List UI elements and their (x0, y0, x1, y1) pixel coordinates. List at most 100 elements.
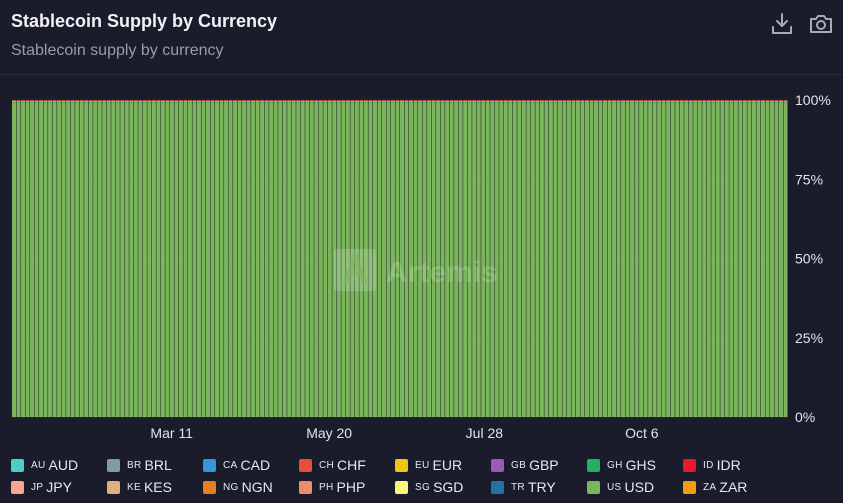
bar-stack[interactable] (575, 100, 580, 418)
bar-stack[interactable] (25, 100, 30, 418)
bar-segment-eur[interactable] (512, 100, 517, 102)
bar-segment-eur[interactable] (724, 100, 729, 102)
bar-segment-eur[interactable] (783, 100, 788, 102)
bar-segment-eur[interactable] (192, 100, 197, 102)
bar-stack[interactable] (129, 100, 134, 418)
bar-segment-eur[interactable] (30, 100, 35, 102)
bar-segment-eur[interactable] (553, 100, 558, 102)
bar-segment-usd[interactable] (75, 102, 80, 418)
bar-segment-eur[interactable] (463, 100, 468, 102)
bar-segment-usd[interactable] (178, 102, 183, 418)
bar-segment-usd[interactable] (409, 102, 414, 418)
bar-stack[interactable] (458, 100, 463, 418)
legend-item-try[interactable]: TR TRY (490, 476, 576, 498)
bar-segment-eur[interactable] (431, 100, 436, 102)
bar-segment-usd[interactable] (449, 102, 454, 418)
bar-segment-eur[interactable] (341, 100, 346, 102)
bar-segment-usd[interactable] (557, 102, 562, 418)
bar-segment-eur[interactable] (233, 100, 238, 102)
bar-segment-eur[interactable] (751, 100, 756, 102)
bar-segment-usd[interactable] (458, 102, 463, 418)
bar-segment-eur[interactable] (318, 100, 323, 102)
bar-segment-usd[interactable] (742, 102, 747, 418)
bar-segment-usd[interactable] (598, 102, 603, 418)
bar-stack[interactable] (729, 100, 734, 418)
bar-segment-eur[interactable] (174, 100, 179, 102)
bar-segment-usd[interactable] (684, 102, 689, 418)
bar-segment-eur[interactable] (368, 100, 373, 102)
bar-segment-usd[interactable] (436, 102, 441, 418)
bar-segment-usd[interactable] (368, 102, 373, 418)
bar-segment-eur[interactable] (210, 100, 215, 102)
download-icon[interactable] (769, 11, 795, 37)
bar-segment-eur[interactable] (291, 100, 296, 102)
bar-segment-eur[interactable] (675, 100, 680, 102)
bar-stack[interactable] (747, 100, 752, 418)
bar-segment-eur[interactable] (413, 100, 418, 102)
bar-stack[interactable] (215, 100, 220, 418)
bar-stack[interactable] (607, 100, 612, 418)
bar-stack[interactable] (323, 100, 328, 418)
bar-stack[interactable] (566, 100, 571, 418)
bar-segment-usd[interactable] (711, 102, 716, 418)
bar-stack[interactable] (413, 100, 418, 418)
bar-segment-usd[interactable] (210, 102, 215, 418)
bar-stack[interactable] (57, 100, 62, 418)
bar-stack[interactable] (571, 100, 576, 418)
bar-segment-usd[interactable] (661, 102, 666, 418)
bar-segment-usd[interactable] (562, 102, 567, 418)
legend-item-ngn[interactable]: NG NGN (202, 476, 288, 498)
bar-segment-eur[interactable] (255, 100, 260, 102)
bar-segment-eur[interactable] (571, 100, 576, 102)
bar-segment-usd[interactable] (783, 102, 788, 418)
bar-stack[interactable] (296, 100, 301, 418)
bar-stack[interactable] (512, 100, 517, 418)
bar-segment-usd[interactable] (61, 102, 66, 418)
bar-stack[interactable] (169, 100, 174, 418)
bar-stack[interactable] (133, 100, 138, 418)
bar-stack[interactable] (422, 100, 427, 418)
bar-stack[interactable] (341, 100, 346, 418)
bar-stack[interactable] (409, 100, 414, 418)
bar-segment-usd[interactable] (318, 102, 323, 418)
bar-segment-usd[interactable] (751, 102, 756, 418)
bar-segment-eur[interactable] (621, 100, 626, 102)
bar-segment-usd[interactable] (454, 102, 459, 418)
bar-segment-eur[interactable] (287, 100, 292, 102)
bar-segment-eur[interactable] (679, 100, 684, 102)
bar-segment-eur[interactable] (481, 100, 486, 102)
bar-stack[interactable] (390, 100, 395, 418)
bar-stack[interactable] (115, 100, 120, 418)
bar-segment-eur[interactable] (409, 100, 414, 102)
bar-stack[interactable] (233, 100, 238, 418)
bar-segment-eur[interactable] (70, 100, 75, 102)
bar-segment-usd[interactable] (472, 102, 477, 418)
bar-stack[interactable] (377, 100, 382, 418)
bar-segment-usd[interactable] (566, 102, 571, 418)
bar-segment-usd[interactable] (93, 102, 98, 418)
bar-segment-eur[interactable] (747, 100, 752, 102)
bar-segment-eur[interactable] (219, 100, 224, 102)
bar-segment-usd[interactable] (697, 102, 702, 418)
bar-stack[interactable] (720, 100, 725, 418)
bar-stack[interactable] (634, 100, 639, 418)
bar-stack[interactable] (16, 100, 21, 418)
bar-segment-eur[interactable] (472, 100, 477, 102)
bar-segment-eur[interactable] (111, 100, 116, 102)
bar-segment-eur[interactable] (372, 100, 377, 102)
bar-segment-usd[interactable] (657, 102, 662, 418)
bar-segment-usd[interactable] (413, 102, 418, 418)
bar-stack[interactable] (490, 100, 495, 418)
bar-stack[interactable] (345, 100, 350, 418)
bar-segment-usd[interactable] (706, 102, 711, 418)
bar-segment-eur[interactable] (693, 100, 698, 102)
bar-stack[interactable] (580, 100, 585, 418)
bar-stack[interactable] (666, 100, 671, 418)
bar-segment-usd[interactable] (612, 102, 617, 418)
bar-stack[interactable] (494, 100, 499, 418)
bar-stack[interactable] (246, 100, 251, 418)
bar-stack[interactable] (165, 100, 170, 418)
bar-stack[interactable] (318, 100, 323, 418)
bar-stack[interactable] (372, 100, 377, 418)
bar-segment-eur[interactable] (760, 100, 765, 102)
